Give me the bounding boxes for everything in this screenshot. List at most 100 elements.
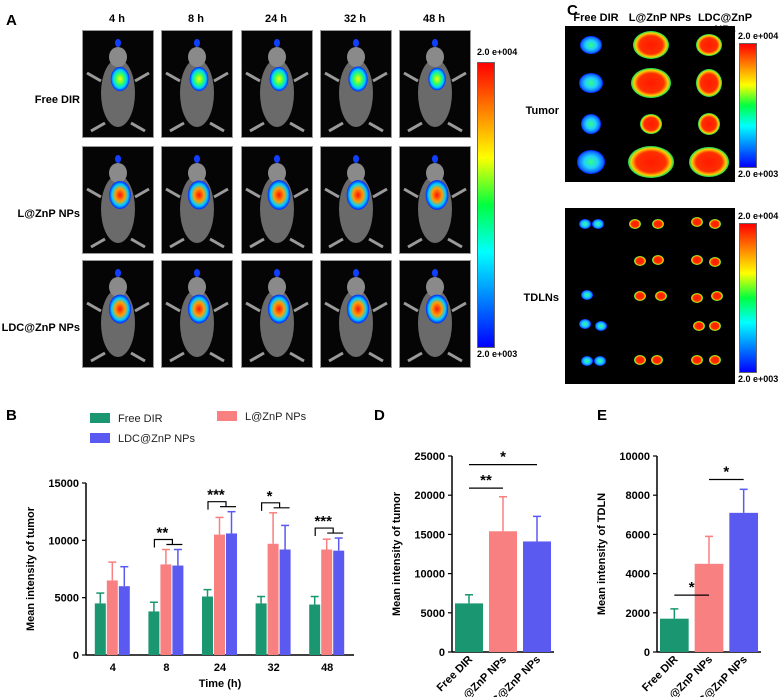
organ-signal bbox=[651, 355, 663, 365]
organ-signal bbox=[579, 73, 603, 93]
tumor-signal bbox=[269, 66, 289, 92]
mouse-head bbox=[109, 277, 127, 297]
mouse-limbs bbox=[245, 301, 309, 363]
mouse-limbs bbox=[403, 187, 467, 249]
mouse-body bbox=[403, 269, 467, 363]
nose-signal bbox=[115, 269, 121, 277]
mouse-limbs bbox=[86, 301, 150, 363]
y-axis-label: Mean intensity of tumor bbox=[25, 506, 37, 631]
bar bbox=[255, 603, 267, 655]
bar bbox=[148, 611, 160, 655]
c-col-l-znp: L@ZnP NPs bbox=[628, 12, 692, 24]
row-label-l-znp: L@ZnP NPs bbox=[17, 208, 80, 220]
mouse-limbs bbox=[86, 187, 150, 249]
mouse-head bbox=[426, 163, 444, 183]
organ-signal bbox=[652, 255, 664, 265]
mouse-limbs bbox=[324, 301, 388, 363]
organ-signal bbox=[691, 217, 703, 227]
mouse-body bbox=[245, 155, 309, 249]
organ-signal bbox=[634, 256, 646, 266]
row-label-ldc-znp: LDC@ZnP NPs bbox=[1, 322, 80, 334]
organ-signal bbox=[581, 356, 593, 366]
nose-signal bbox=[274, 155, 280, 163]
organ-signal bbox=[595, 321, 607, 331]
bar bbox=[202, 596, 213, 655]
nose-signal bbox=[432, 39, 438, 47]
mouse-head bbox=[109, 47, 127, 67]
bar bbox=[226, 533, 237, 655]
x-axis-label: Time (h) bbox=[199, 678, 242, 690]
x-tick-label: 4 bbox=[110, 662, 117, 674]
sig-bracket bbox=[153, 538, 173, 548]
tumor-signal bbox=[425, 294, 449, 324]
mouse-image bbox=[320, 146, 392, 254]
x-tick-label: 32 bbox=[267, 662, 279, 674]
tumor-organs bbox=[577, 31, 729, 178]
colorbar-a-max: 2.0 e+004 bbox=[477, 47, 518, 57]
mouse-head bbox=[109, 163, 127, 183]
organ-signal bbox=[709, 219, 721, 229]
organ-signal bbox=[629, 219, 641, 229]
colorbar-c-tdln bbox=[739, 223, 757, 373]
y-tick-label: 5000 bbox=[55, 593, 79, 605]
bar bbox=[172, 565, 184, 655]
organ-signal bbox=[691, 355, 703, 365]
mouse-body bbox=[245, 269, 309, 363]
legend-label: LDC@ZnP NPs bbox=[118, 433, 195, 445]
organ-signal bbox=[577, 150, 605, 174]
colorbar-a bbox=[477, 62, 495, 348]
bar bbox=[279, 549, 291, 655]
mouse-body bbox=[86, 155, 150, 249]
mouse-image bbox=[320, 260, 392, 368]
mouse-head bbox=[188, 277, 206, 297]
mouse-body bbox=[86, 39, 150, 133]
bar bbox=[333, 550, 345, 655]
y-axis-label: Mean intensity of tumor bbox=[391, 491, 403, 616]
tumor-signal bbox=[189, 66, 209, 92]
mouse-head bbox=[347, 163, 365, 183]
organ-signal bbox=[580, 36, 602, 54]
y-tick-label: 10000 bbox=[619, 451, 650, 463]
legend-label: L@ZnP NPs bbox=[245, 411, 307, 423]
y-tick-label: 2000 bbox=[626, 608, 650, 620]
colorbar-c-tumor bbox=[739, 43, 757, 168]
time-label-24h: 24 h bbox=[264, 13, 287, 25]
time-label-4h: 4 h bbox=[109, 13, 125, 25]
y-axis-label: Mean intensity of TDLN bbox=[596, 493, 608, 615]
sig-label: *** bbox=[314, 513, 332, 530]
tumor-signal bbox=[267, 180, 291, 210]
mouse-limbs bbox=[403, 71, 467, 133]
tumor-image-panel bbox=[565, 26, 735, 182]
mouse-head bbox=[347, 47, 365, 67]
nose-signal bbox=[432, 269, 438, 277]
mouse-limbs bbox=[86, 71, 150, 133]
bar bbox=[106, 580, 118, 655]
organ-signal bbox=[711, 291, 723, 301]
mouse-head bbox=[268, 277, 286, 297]
sig-label: * bbox=[723, 464, 729, 481]
mouse-image bbox=[82, 146, 154, 254]
mouse-body bbox=[324, 155, 388, 249]
tumor-signal bbox=[187, 294, 211, 324]
mouse-image bbox=[241, 260, 313, 368]
y-tick-label: 6000 bbox=[626, 529, 650, 541]
organ-signal bbox=[594, 356, 606, 366]
time-label-48h: 48 h bbox=[422, 13, 445, 25]
sig-bracket bbox=[261, 502, 281, 511]
row-label-free-dir: Free DIR bbox=[34, 94, 80, 106]
mouse-limbs bbox=[165, 301, 229, 363]
sig-label: ** bbox=[480, 472, 492, 489]
organ-signal bbox=[592, 219, 604, 229]
mouse-image bbox=[161, 146, 233, 254]
legend-label: Free DIR bbox=[118, 413, 163, 425]
panel-label-c: C bbox=[567, 2, 578, 19]
c-row-tumor: Tumor bbox=[525, 105, 559, 117]
mouse-limbs bbox=[403, 301, 467, 363]
mouse-limbs bbox=[324, 187, 388, 249]
mouse-limbs bbox=[165, 187, 229, 249]
mouse-head bbox=[426, 277, 444, 297]
y-tick-label: 0 bbox=[73, 650, 79, 662]
sig-label: * bbox=[267, 488, 273, 505]
x-tick-label: 8 bbox=[163, 662, 169, 674]
